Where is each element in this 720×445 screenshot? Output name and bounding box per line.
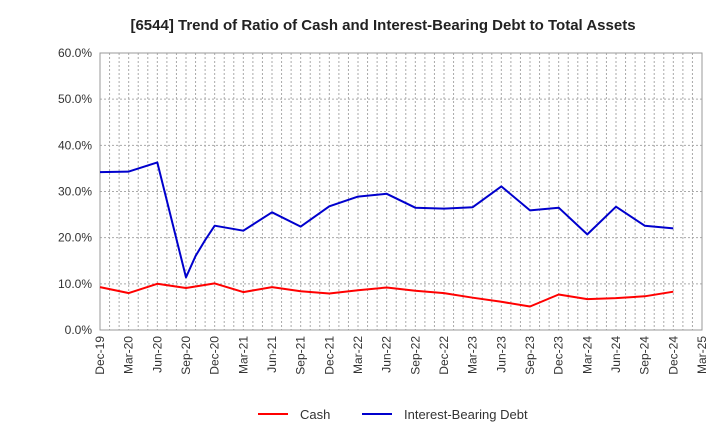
x-tick-label: Mar-20 xyxy=(122,336,136,374)
x-tick-label: Mar-21 xyxy=(236,336,250,374)
series-line-cash xyxy=(99,282,674,308)
chart-title: [6544] Trend of Ratio of Cash and Intere… xyxy=(130,17,635,34)
y-tick-label: 10.0% xyxy=(58,277,92,291)
x-tick-label: Mar-24 xyxy=(580,336,594,374)
x-tick-label: Dec-23 xyxy=(552,336,566,375)
x-tick-label: Mar-25 xyxy=(695,336,709,374)
x-tick-label: Sep-20 xyxy=(179,336,193,375)
x-axis: Dec-19 Mar-20 Jun-20 Sep-20 Dec-20 Mar-21 Jun-… xyxy=(93,336,709,375)
x-tick-label: Mar-22 xyxy=(351,336,365,374)
x-tick-label: Sep-22 xyxy=(408,336,422,375)
x-tick-label: Dec-24 xyxy=(666,336,680,375)
x-tick-label: Dec-22 xyxy=(437,336,451,375)
x-tick-label: Sep-24 xyxy=(638,336,652,375)
x-tick-label: Sep-21 xyxy=(294,336,308,375)
x-tick-label: Jun-20 xyxy=(150,336,164,373)
y-axis: 0.0% 10.0% 20.0% 30.0% 40.0% 50.0% 60.0% xyxy=(58,46,92,337)
legend-label: Interest-Bearing Debt xyxy=(404,407,528,422)
series-group xyxy=(99,161,674,308)
x-tick-label: Dec-21 xyxy=(322,336,336,375)
x-tick-label: Jun-22 xyxy=(380,336,394,373)
x-tick-label: Jun-23 xyxy=(494,336,508,373)
x-tick-label: Mar-23 xyxy=(466,336,480,374)
x-tick-label: Dec-19 xyxy=(93,336,107,375)
y-tick-label: 30.0% xyxy=(58,185,92,199)
x-tick-label: Jun-24 xyxy=(609,336,623,373)
y-tick-label: 20.0% xyxy=(58,231,92,245)
y-tick-label: 60.0% xyxy=(58,46,92,60)
x-tick-label: Jun-21 xyxy=(265,336,279,373)
y-tick-label: 50.0% xyxy=(58,92,92,106)
x-tick-label: Sep-23 xyxy=(523,336,537,375)
x-tick-label: Dec-20 xyxy=(208,336,222,375)
y-tick-label: 40.0% xyxy=(58,138,92,152)
series-line-interest-bearing-debt xyxy=(99,161,674,279)
legend-label: Cash xyxy=(300,407,330,422)
legend: Cash Interest-Bearing Debt xyxy=(258,407,528,422)
plot-frame xyxy=(99,52,703,331)
y-tick-label: 0.0% xyxy=(65,323,93,337)
